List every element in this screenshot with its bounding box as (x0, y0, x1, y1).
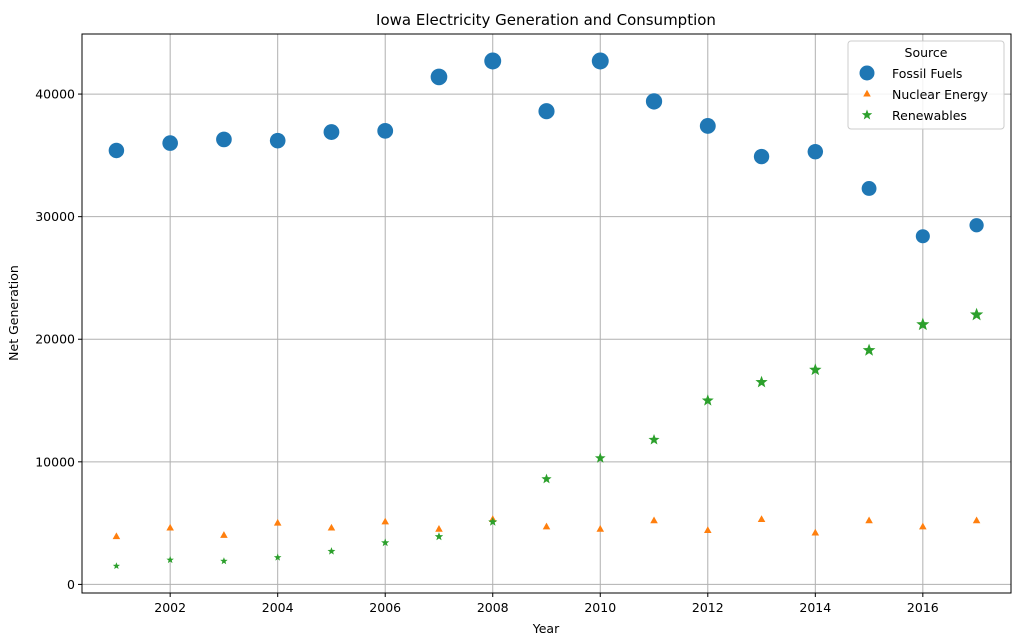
x-tick-label: 2006 (369, 600, 401, 615)
x-axis-title: Year (532, 621, 560, 636)
chart-title: Iowa Electricity Generation and Consumpt… (376, 11, 716, 29)
data-point-nuclear-energy (650, 516, 658, 524)
data-point-nuclear-energy (865, 516, 873, 524)
legend: Source Fossil Fuels Nuclear Energy Renewab… (847, 40, 1005, 130)
legend-label-nuclear-energy: Nuclear Energy (892, 87, 988, 102)
series-fossil-fuels (108, 52, 984, 244)
x-tick-label: 2016 (907, 600, 939, 615)
x-tick-label: 2014 (799, 600, 831, 615)
data-point-nuclear-energy (220, 531, 228, 538)
legend-marker-fossil-fuels (859, 65, 875, 81)
y-tick-label: 20000 (35, 332, 75, 347)
data-point-fossil-fuels (108, 142, 125, 159)
data-point-fossil-fuels (538, 103, 555, 120)
x-axis: 2002 2004 2006 2008 2010 2012 2014 2016 (154, 593, 939, 615)
legend-title: Source (905, 45, 948, 60)
legend-items: Fossil Fuels Nuclear Energy Renewables (859, 65, 988, 123)
data-point-renewables (112, 562, 120, 570)
legend-marker-nuclear-energy (863, 89, 871, 97)
data-point-renewables (809, 363, 822, 376)
data-point-renewables (701, 394, 714, 406)
data-point-nuclear-energy (166, 523, 174, 531)
data-point-renewables (648, 433, 660, 445)
legend-marker-renewables (861, 109, 873, 120)
x-tick-label: 2004 (262, 600, 294, 615)
data-point-nuclear-energy (811, 528, 820, 536)
data-point-nuclear-energy (596, 525, 605, 532)
data-point-renewables (488, 517, 498, 526)
x-tick-label: 2012 (692, 600, 724, 615)
series-nuclear-energy (112, 515, 981, 540)
data-point-fossil-fuels (807, 143, 824, 160)
y-tick-label: 40000 (35, 87, 75, 102)
y-tick-label: 30000 (35, 209, 75, 224)
data-point-nuclear-energy (435, 525, 443, 532)
data-point-nuclear-energy (919, 522, 927, 530)
data-point-fossil-fuels (216, 131, 232, 148)
legend-item-renewables: Renewables (861, 108, 967, 123)
y-tick-label: 10000 (35, 454, 75, 469)
data-point-nuclear-energy (704, 526, 712, 534)
data-point-fossil-fuels (323, 124, 340, 140)
data-point-nuclear-energy (381, 517, 389, 525)
data-point-renewables (327, 547, 336, 555)
data-point-fossil-fuels (430, 68, 448, 86)
data-point-fossil-fuels (861, 181, 877, 196)
data-point-renewables (273, 553, 282, 561)
data-point-renewables (916, 317, 930, 331)
data-point-nuclear-energy (112, 532, 121, 540)
legend-item-nuclear-energy: Nuclear Energy (863, 87, 988, 102)
data-point-fossil-fuels (699, 118, 716, 134)
data-point-renewables (755, 375, 768, 388)
data-point-renewables (381, 538, 390, 547)
data-point-renewables (969, 307, 984, 321)
legend-label-fossil-fuels: Fossil Fuels (892, 66, 962, 81)
data-point-renewables (541, 473, 552, 484)
legend-box (847, 40, 1005, 130)
legend-item-fossil-fuels: Fossil Fuels (859, 65, 962, 81)
data-points (108, 52, 984, 570)
data-point-fossil-fuels (591, 52, 609, 70)
data-point-nuclear-energy (273, 518, 282, 526)
x-tick-label: 2002 (154, 600, 186, 615)
x-tick-label: 2010 (584, 600, 616, 615)
data-point-fossil-fuels (269, 132, 286, 149)
legend-label-renewables: Renewables (892, 108, 967, 123)
data-point-renewables (434, 532, 444, 541)
data-point-fossil-fuels (162, 135, 178, 151)
data-point-renewables (594, 452, 606, 463)
data-point-fossil-fuels (969, 218, 984, 233)
data-point-fossil-fuels (377, 122, 394, 139)
y-axis-title: Net Generation (6, 265, 21, 361)
data-point-fossil-fuels (753, 148, 770, 165)
y-axis: 0 10000 20000 30000 40000 (35, 87, 82, 592)
data-point-nuclear-energy (542, 522, 551, 530)
data-point-nuclear-energy (757, 515, 766, 522)
data-point-nuclear-energy (972, 516, 981, 524)
data-point-fossil-fuels (484, 52, 502, 70)
data-point-renewables (166, 555, 174, 564)
y-tick-label: 0 (67, 577, 75, 592)
data-point-fossil-fuels (915, 229, 930, 244)
data-point-renewables (862, 343, 876, 356)
plot-frame (81, 33, 1012, 594)
x-tick-label: 2008 (477, 600, 509, 615)
data-point-nuclear-energy (327, 523, 336, 531)
data-point-renewables (220, 557, 228, 565)
data-point-fossil-fuels (645, 93, 663, 110)
series-renewables (112, 307, 984, 570)
